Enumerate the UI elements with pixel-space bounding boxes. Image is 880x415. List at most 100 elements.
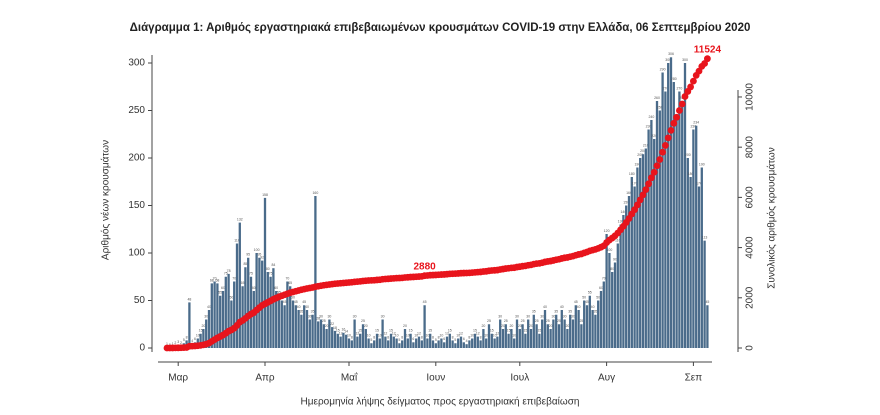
point-label: 11524 [694,44,722,55]
y-tick-label: 150 [128,200,145,211]
bar-value-label: 30 [551,314,555,318]
bar [700,167,703,348]
bar-value-label: 270 [662,86,668,90]
bar-value-label: 5 [398,338,400,342]
bar [275,291,278,348]
bar-value-label: 35 [311,310,315,314]
bar [482,329,485,348]
cumulative-point [636,196,644,204]
bar [678,91,681,348]
bar [588,295,591,348]
bar-value-label: 12 [392,332,396,336]
bar-value-label: 190 [634,162,640,166]
bar-value-label: 70 [602,276,606,280]
bar [689,177,692,348]
bar-value-label: 15 [523,329,527,333]
bar-value-label: 30 [353,314,357,318]
bar-value-label: 15 [358,329,362,333]
bar-value-label: 4 [466,339,468,343]
bar-value-label: 6 [443,337,445,341]
cumulative-point [653,162,661,170]
bar-value-label: 45 [283,300,287,304]
bar [322,324,325,348]
y2-tick-label: 2000 [745,286,756,309]
x-axis-label: Ημερομηνία λήψης δείγματος προς εργαστηρ… [301,396,580,408]
bar-value-label: 10 [378,333,382,337]
bar-value-label: 20 [481,324,485,328]
chart-title: Διάγραμμα 1: Αριθμός εργαστηριακά επιβεβ… [130,22,751,34]
bar [613,262,617,348]
bar [504,324,507,348]
bar [319,319,323,348]
cumulative-point [690,77,697,85]
cumulative-point [673,113,680,121]
bar [650,120,653,348]
bar-value-label: 35 [568,310,572,314]
bar-value-label: 290 [660,67,666,71]
bar-value-label: 60 [252,286,256,290]
bar [345,334,348,348]
bar-value-label: 100 [254,248,260,252]
bar [258,257,261,348]
bar [353,319,356,348]
cumulative-point [670,119,678,127]
bar-value-label: 10 [456,333,460,337]
bar [574,305,577,348]
bar [616,243,619,348]
bar [611,272,614,348]
bar [493,338,496,348]
bar-value-label: 280 [671,77,677,81]
bar [546,324,549,348]
bar [370,343,373,348]
bar-value-label: 85 [243,262,247,266]
bar-value-label: 25 [361,319,365,323]
bar [633,186,636,348]
bar-value-label: 75 [249,272,253,276]
bar [434,343,437,348]
cumulative-point [667,126,675,134]
bar-value-label: 25 [504,319,508,323]
bar [384,336,387,348]
bar-value-label: 12 [445,332,449,336]
bar-value-label: 30 [308,314,312,318]
bar [625,205,628,348]
bar [451,340,454,348]
bar [401,340,404,348]
bar-value-label: 8 [480,335,482,339]
bar [675,120,678,348]
cumulative-point [645,180,652,188]
bar-value-label: 55 [277,291,281,295]
bar-value-label: 10 [367,333,371,337]
bar-value-label: 270 [676,86,682,90]
bar [221,291,225,348]
bar-value-label: 48 [187,297,191,301]
bar-value-label: 84 [271,263,275,267]
cumulative-point [676,107,683,114]
bar-value-label: 300 [665,58,671,62]
bar-value-label: 2 [180,341,182,345]
bar [515,319,519,348]
bar [681,101,684,348]
bar [373,340,376,348]
bar [630,177,633,348]
bar-value-label: 65 [241,281,245,285]
bar-value-label: 6 [412,337,414,341]
bar [286,281,289,348]
bar-value-label: 45 [294,300,298,304]
bar-value-label: 12 [495,332,499,336]
bar-value-label: 40 [591,305,595,309]
bar-value-label: 15 [448,329,452,333]
bar-value-label: 15 [428,329,432,333]
bar-value-label: 130 [618,219,624,223]
bar [294,305,297,348]
bar [210,283,213,348]
bar [387,340,390,348]
bar [471,338,474,348]
bar-value-label: 50 [291,295,295,299]
y2-axis-label: Συνολικός αριθμός κρουσμάτων [766,147,778,289]
bar-value-label: 30 [204,314,208,318]
cumulative-point [664,134,672,142]
bar [426,338,429,348]
bar [291,300,295,348]
